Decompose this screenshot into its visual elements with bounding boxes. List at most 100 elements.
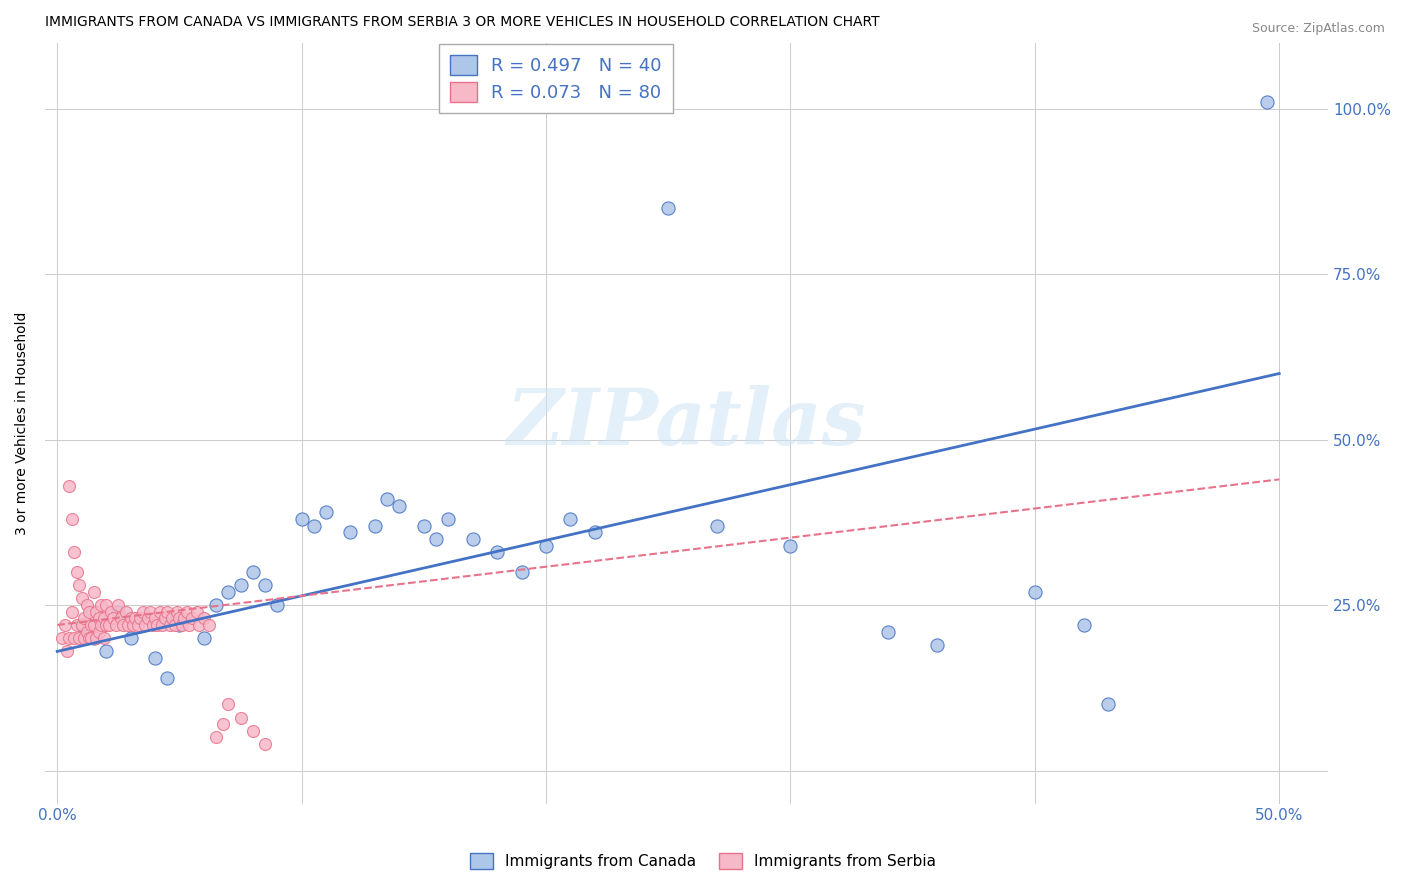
Point <box>388 499 411 513</box>
Point <box>188 618 211 632</box>
Point <box>73 611 96 625</box>
Point <box>80 618 103 632</box>
Point <box>63 545 86 559</box>
Point <box>132 605 155 619</box>
Point <box>186 605 208 619</box>
Point <box>205 598 228 612</box>
Point <box>253 737 276 751</box>
Point <box>425 532 447 546</box>
Point <box>657 201 679 215</box>
Point <box>84 605 107 619</box>
Point <box>93 611 115 625</box>
Point <box>193 631 215 645</box>
Point <box>242 723 264 738</box>
Point <box>779 539 801 553</box>
Point <box>70 618 93 632</box>
Point <box>217 698 239 712</box>
Point <box>205 731 228 745</box>
Point <box>560 512 582 526</box>
Point <box>83 585 105 599</box>
Text: ZIPatlas: ZIPatlas <box>508 384 866 461</box>
Point <box>107 605 129 619</box>
Point <box>583 525 606 540</box>
Legend: R = 0.497   N = 40, R = 0.073   N = 80: R = 0.497 N = 40, R = 0.073 N = 80 <box>439 44 672 112</box>
Point <box>229 710 252 724</box>
Point <box>1256 95 1278 110</box>
Point <box>375 492 398 507</box>
Point <box>94 618 117 632</box>
Point <box>56 644 79 658</box>
Point <box>70 618 93 632</box>
Point <box>253 578 276 592</box>
Point <box>180 611 202 625</box>
Point <box>122 618 145 632</box>
Point <box>173 611 195 625</box>
Point <box>156 605 179 619</box>
Point <box>60 512 83 526</box>
Point <box>77 605 100 619</box>
Point <box>169 618 191 632</box>
Point <box>877 624 900 639</box>
Point <box>83 618 105 632</box>
Point <box>76 624 98 639</box>
Point <box>120 631 142 645</box>
Point <box>143 651 166 665</box>
Point <box>87 611 110 625</box>
Text: IMMIGRANTS FROM CANADA VS IMMIGRANTS FROM SERBIA 3 OR MORE VEHICLES IN HOUSEHOLD: IMMIGRANTS FROM CANADA VS IMMIGRANTS FRO… <box>45 15 880 29</box>
Text: Source: ZipAtlas.com: Source: ZipAtlas.com <box>1251 22 1385 36</box>
Point <box>94 598 117 612</box>
Point <box>160 611 183 625</box>
Point <box>63 631 86 645</box>
Point <box>461 532 484 546</box>
Point <box>84 631 107 645</box>
Point <box>510 565 533 579</box>
Point <box>58 479 80 493</box>
Point <box>486 545 509 559</box>
Point <box>129 611 152 625</box>
Point <box>229 578 252 592</box>
Point <box>80 631 103 645</box>
Point <box>242 565 264 579</box>
Point <box>136 611 159 625</box>
Point <box>51 631 73 645</box>
Point <box>1097 698 1119 712</box>
Point <box>67 631 90 645</box>
Point <box>149 605 172 619</box>
Point <box>117 618 139 632</box>
Point <box>143 611 166 625</box>
Point <box>58 631 80 645</box>
Point <box>534 539 557 553</box>
Point <box>104 618 127 632</box>
Point <box>76 598 98 612</box>
Point <box>103 611 125 625</box>
Point <box>77 631 100 645</box>
Point <box>197 618 219 632</box>
Point <box>112 618 135 632</box>
Point <box>114 605 136 619</box>
Point <box>193 611 215 625</box>
Point <box>120 611 142 625</box>
Point <box>124 611 146 625</box>
Point <box>302 518 325 533</box>
Point <box>60 605 83 619</box>
Point <box>166 605 188 619</box>
Point <box>67 578 90 592</box>
Point <box>163 618 186 632</box>
Point <box>339 525 361 540</box>
Point <box>266 598 288 612</box>
Point <box>66 565 89 579</box>
Point <box>412 518 434 533</box>
Point <box>93 631 115 645</box>
Point <box>437 512 460 526</box>
Point <box>364 518 387 533</box>
Point <box>150 618 173 632</box>
Point <box>66 618 89 632</box>
Point <box>153 611 176 625</box>
Point <box>53 618 76 632</box>
Point <box>169 611 191 625</box>
Point <box>94 644 117 658</box>
Point <box>217 585 239 599</box>
Point <box>706 518 728 533</box>
Point <box>87 624 110 639</box>
Point <box>141 618 163 632</box>
